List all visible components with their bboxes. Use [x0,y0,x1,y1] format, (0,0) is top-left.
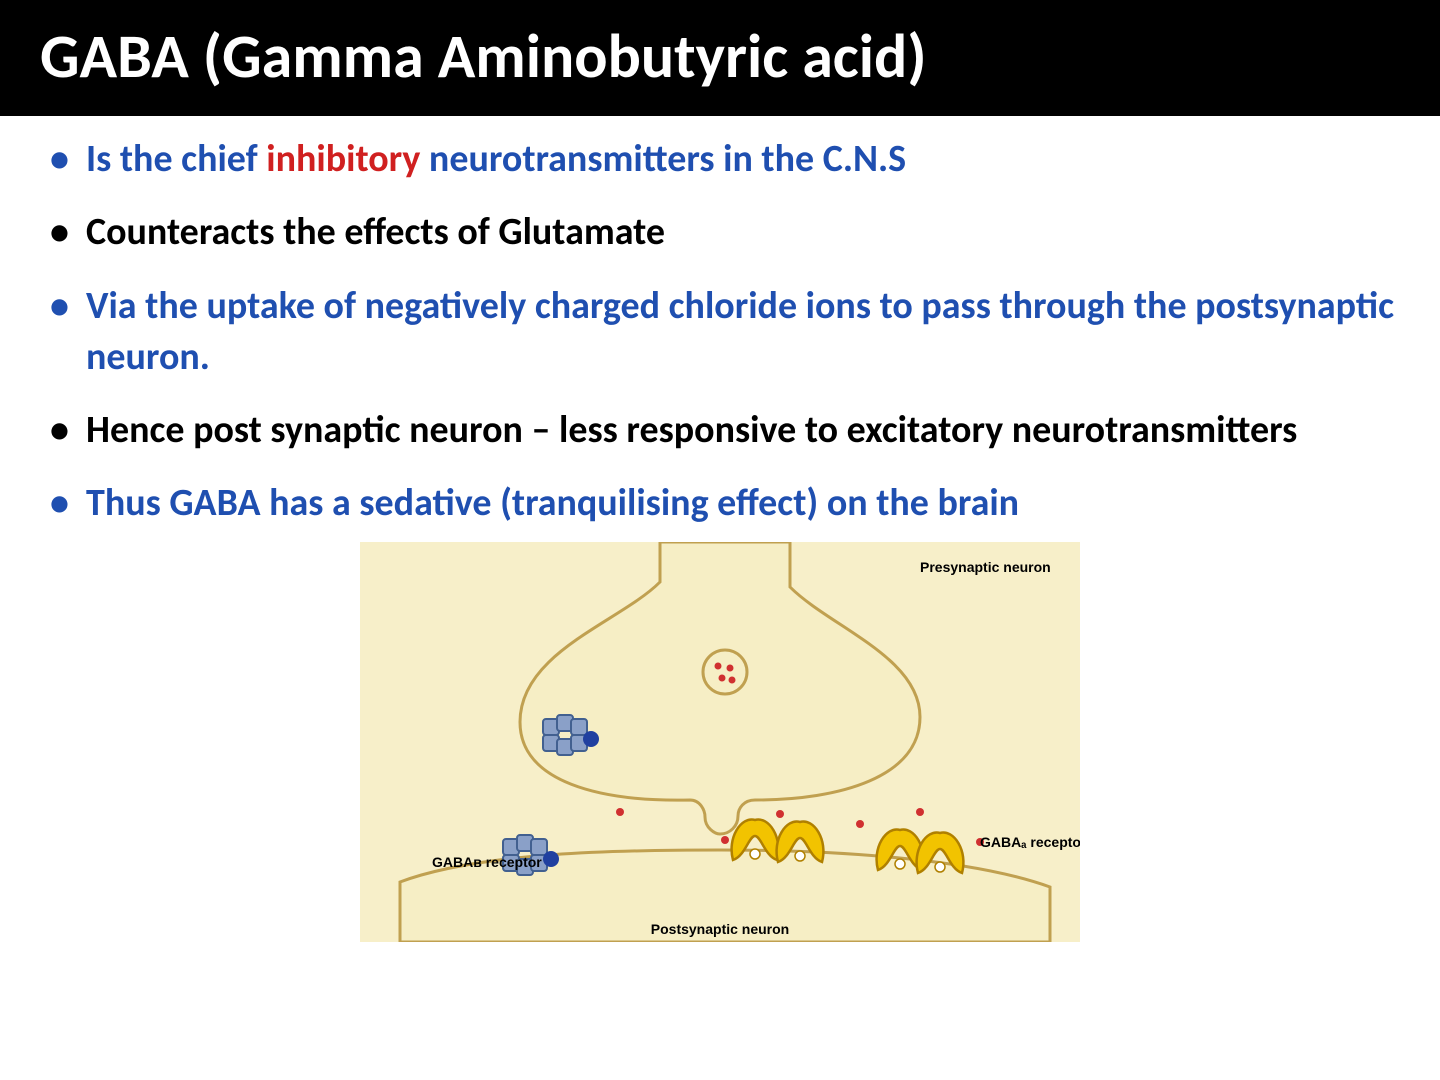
svg-text:GABAₐ receptor: GABAₐ receptor [980,834,1080,850]
bullet-list: Is the chief inhibitory neurotransmitter… [40,134,1400,530]
bullet-text: neurotransmitters in the C.N.S [420,136,906,182]
slide-title: GABA (Gamma Aminobutyric acid) [0,0,1440,116]
bullet-item: Thus GABA has a sedative (tranquilising … [40,478,1400,529]
bullet-text: Counteracts the effects of Glutamate [86,209,665,255]
synapse-diagram: Presynaptic neuron Postsynaptic neuron GAB… [360,542,1080,942]
bullet-item: Via the uptake of negatively charged chl… [40,281,1400,384]
svg-text:Postsynaptic neuron: Postsynaptic neuron [651,921,789,937]
svg-text:Presynaptic neuron: Presynaptic neuron [920,559,1051,575]
slide-body: Is the chief inhibitory neurotransmitter… [0,116,1440,942]
bullet-text: Via the uptake of negatively charged chl… [86,283,1394,380]
bullet-item: Hence post synaptic neuron – less respon… [40,405,1400,456]
bullet-item: Counteracts the effects of Glutamate [40,207,1400,258]
bullet-text: Is the chief [86,136,266,182]
bullet-text: Hence post synaptic neuron – less respon… [86,407,1297,453]
bullet-text: Thus GABA has a sedative (tranquilising … [86,480,1019,526]
synapse-diagram-container: Presynaptic neuron Postsynaptic neuron GAB… [40,542,1400,942]
bullet-item: Is the chief inhibitory neurotransmitter… [40,134,1400,185]
svg-text:GABAʙ receptor: GABAʙ receptor [432,854,542,870]
bullet-text: inhibitory [266,136,420,182]
